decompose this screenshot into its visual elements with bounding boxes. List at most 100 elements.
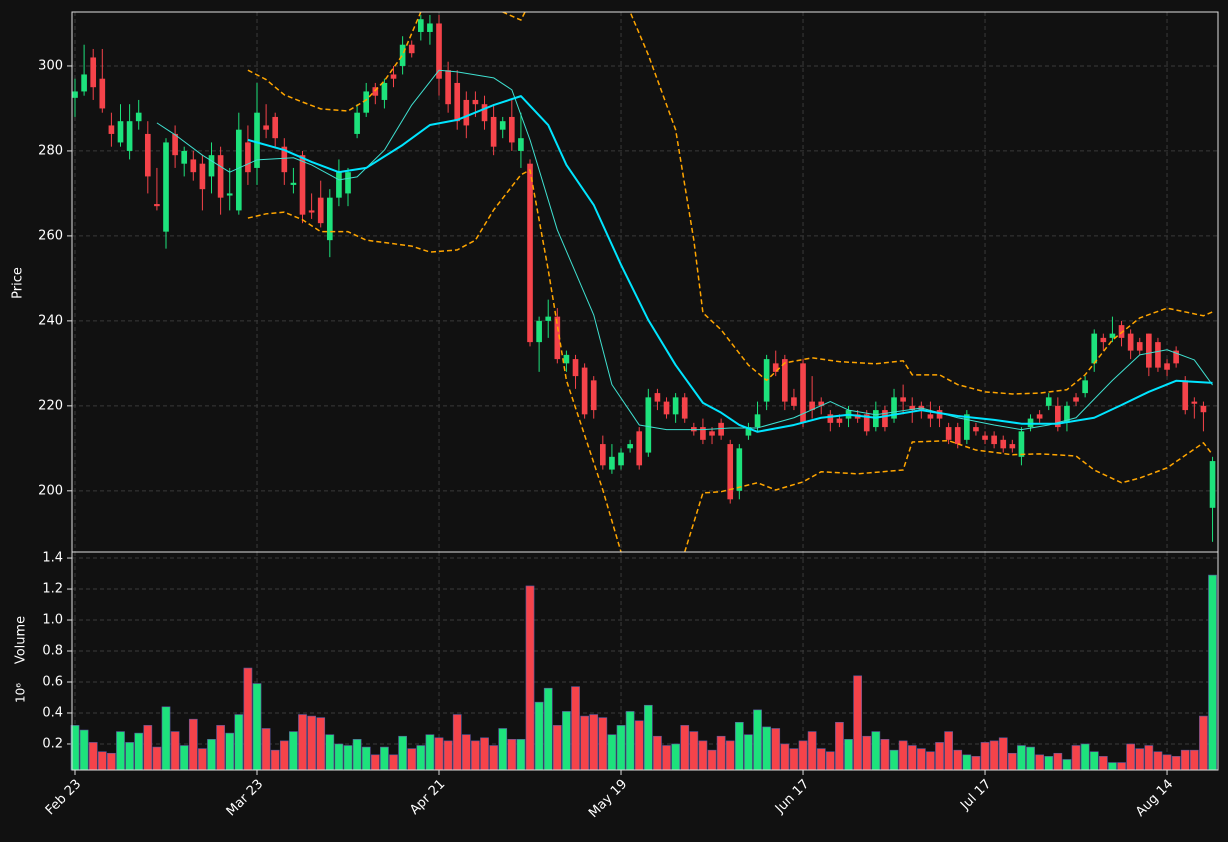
- volume-bar: [825, 751, 835, 771]
- candle-body: [1018, 431, 1025, 457]
- volume-bar: [1153, 751, 1163, 771]
- candle-body: [181, 150, 188, 164]
- volume-bar: [170, 731, 180, 771]
- volume-bar: [744, 734, 753, 771]
- volume-bar: [616, 725, 626, 771]
- volume-frame: [71, 551, 1219, 771]
- volume-bar: [161, 706, 171, 771]
- candle-body: [1191, 401, 1198, 404]
- volume-bar: [270, 749, 280, 771]
- candle-body: [217, 155, 224, 198]
- candle-body: [235, 129, 242, 211]
- volume-bar: [116, 731, 125, 771]
- candle-body: [581, 367, 588, 415]
- volume-bar: [361, 746, 371, 771]
- volume-bar: [989, 740, 999, 771]
- candle-body: [1036, 414, 1043, 419]
- volume-bar: [316, 717, 326, 771]
- volume-bar: [880, 739, 890, 771]
- volume-bar: [807, 731, 817, 771]
- volume-bar: [152, 746, 162, 771]
- candle-body: [281, 146, 288, 173]
- volume-bar: [1117, 762, 1126, 771]
- candle-body: [290, 182, 297, 185]
- volume-bar: [143, 725, 153, 771]
- volume-multiplier: 10⁶: [14, 683, 28, 703]
- volume-bar: [398, 735, 407, 771]
- candle-body: [1009, 444, 1016, 449]
- volume-bar: [853, 675, 862, 771]
- volume-bar: [252, 683, 262, 771]
- candle-body: [499, 121, 506, 130]
- volume-bar: [134, 732, 144, 771]
- volume-bar: [370, 754, 380, 771]
- candle-body: [782, 359, 788, 402]
- candle-body: [745, 427, 752, 436]
- candle-body: [791, 397, 797, 406]
- volume-bar: [307, 715, 316, 771]
- volume-bar: [944, 731, 953, 771]
- volume-bar: [898, 740, 908, 771]
- candle-body: [381, 82, 388, 100]
- candle-body: [1146, 333, 1152, 368]
- candle-body: [72, 91, 78, 98]
- volume-bar: [516, 739, 526, 771]
- volume-bar: [734, 721, 744, 771]
- volume-bar: [935, 742, 944, 771]
- volume-bar: [653, 735, 662, 771]
- candle-body: [1136, 342, 1143, 351]
- volume-bar: [416, 745, 426, 771]
- volume-bar: [689, 731, 699, 771]
- volume-tick-label: 0.8: [42, 644, 63, 659]
- candle-body: [599, 444, 606, 466]
- volume-bar: [334, 743, 344, 771]
- volume-bar: [562, 711, 571, 771]
- candle-body: [609, 456, 615, 470]
- volume-bar: [625, 711, 635, 771]
- volume-bar: [971, 756, 981, 771]
- volume-bar: [507, 739, 517, 771]
- volume-bar: [771, 728, 781, 771]
- candle-body: [1073, 397, 1079, 402]
- volume-bar: [707, 749, 717, 771]
- volume-bar: [179, 745, 189, 771]
- volume-bar: [889, 749, 899, 771]
- candle-body: [663, 401, 670, 415]
- candle-body: [126, 121, 133, 151]
- candle-body: [527, 163, 533, 343]
- candle-body: [81, 74, 87, 92]
- volume-bar: [534, 701, 544, 771]
- volume-bar: [461, 734, 471, 771]
- candle-body: [973, 427, 979, 432]
- candle-body: [1064, 405, 1070, 423]
- candle-body: [736, 448, 743, 491]
- volume-bar: [789, 748, 799, 771]
- candle-body: [90, 57, 97, 88]
- candle-body: [272, 116, 279, 139]
- volume-bar: [79, 729, 89, 771]
- volume-bar: [279, 740, 289, 771]
- candle-body: [399, 44, 406, 66]
- candle-body: [863, 414, 870, 432]
- volume-bar: [443, 740, 453, 771]
- volume-bar: [1035, 754, 1044, 771]
- volume-bar: [489, 745, 498, 771]
- candle-body: [1082, 380, 1088, 394]
- candle-body: [1164, 363, 1170, 370]
- volume-bar: [1180, 749, 1190, 771]
- candle-body: [154, 204, 160, 207]
- candle-body: [263, 125, 269, 130]
- candle-body: [417, 19, 424, 32]
- candle-body: [336, 172, 342, 198]
- y-axis-label: Price: [11, 267, 26, 299]
- volume-bar: [1135, 748, 1145, 771]
- volume-bar: [107, 752, 116, 771]
- candle-body: [208, 155, 215, 177]
- volume-bar: [716, 735, 726, 771]
- volume-bar: [725, 740, 735, 771]
- volume-bar: [916, 748, 926, 771]
- candle-body: [1100, 337, 1107, 343]
- volume-bar: [97, 751, 107, 771]
- candle-body: [727, 444, 734, 500]
- candle-body: [345, 172, 351, 194]
